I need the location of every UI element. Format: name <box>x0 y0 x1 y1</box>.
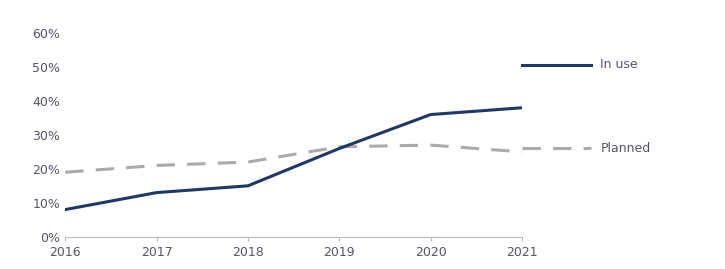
Text: Planned: Planned <box>600 142 650 155</box>
Text: In use: In use <box>600 58 638 71</box>
